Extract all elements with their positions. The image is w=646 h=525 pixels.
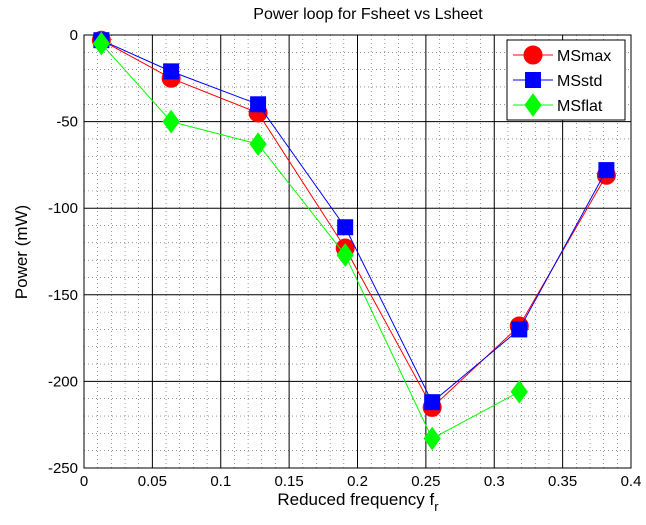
x-axis-ticks: 0 0.05 0.1 0.15 0.2 0.25 0.3 0.35 0.4 — [80, 473, 642, 490]
data-point-msflat — [510, 379, 528, 404]
x-axis-label: Reduced frequency fr — [277, 490, 439, 514]
data-point-msflat — [423, 426, 441, 451]
x-tick-label: 0.15 — [275, 473, 304, 490]
series-line-msflat — [100, 43, 520, 440]
x-axis-label-subscript: r — [434, 499, 439, 514]
x-tick-label: 0 — [80, 473, 88, 490]
legend-item-msstd: MSstd — [513, 72, 602, 90]
y-tick-label: -250 — [48, 460, 78, 477]
legend-label-msstd: MSstd — [557, 73, 602, 90]
legend: MSmax MSstd MSflat — [506, 39, 626, 121]
x-tick-label: 0.2 — [347, 473, 368, 490]
series-msstd — [93, 32, 615, 411]
data-point-msflat — [249, 132, 267, 156]
series-msflat — [92, 31, 528, 451]
legend-item-msmax: MSmax — [513, 45, 611, 65]
y-tick-label: -150 — [48, 287, 78, 304]
y-axis-label: Power (mW) — [12, 205, 31, 299]
legend-label-msflat: MSflat — [557, 98, 603, 115]
series-layer — [91, 30, 616, 451]
x-tick-label: 0.1 — [210, 473, 231, 490]
data-point-msflat — [162, 109, 180, 134]
y-tick-label: 0 — [70, 27, 78, 44]
plot-frame — [83, 34, 632, 469]
y-tick-label: -50 — [56, 114, 78, 131]
x-tick-label: 0.4 — [621, 473, 642, 490]
data-point-msstd — [163, 63, 180, 80]
x-axis-label-main: Reduced frequency f — [277, 490, 434, 509]
data-point-msstd — [250, 96, 267, 113]
chart-title: Power loop for Fsheet vs Lsheet — [253, 6, 483, 23]
x-tick-label: 0.05 — [138, 473, 167, 490]
y-axis-ticks: 0 -50 -100 -150 -200 -250 — [48, 27, 78, 477]
y-tick-label: -200 — [48, 373, 78, 390]
legend-marker-msmax — [523, 45, 543, 65]
x-tick-label: 0.25 — [411, 473, 440, 490]
data-point-msstd — [337, 219, 354, 236]
data-point-msstd — [598, 162, 615, 179]
legend-label-msmax: MSmax — [557, 48, 611, 65]
data-point-msflat — [92, 31, 110, 56]
legend-item-msflat: MSflat — [513, 93, 603, 117]
x-tick-label: 0.3 — [484, 473, 505, 490]
data-point-msstd — [511, 321, 528, 338]
y-tick-label: -100 — [48, 200, 78, 217]
x-tick-label: 0.35 — [548, 473, 577, 490]
data-point-msflat — [336, 243, 354, 267]
data-point-msstd — [424, 394, 441, 411]
legend-marker-msstd — [525, 72, 541, 88]
legend-marker-msflat — [524, 93, 542, 117]
